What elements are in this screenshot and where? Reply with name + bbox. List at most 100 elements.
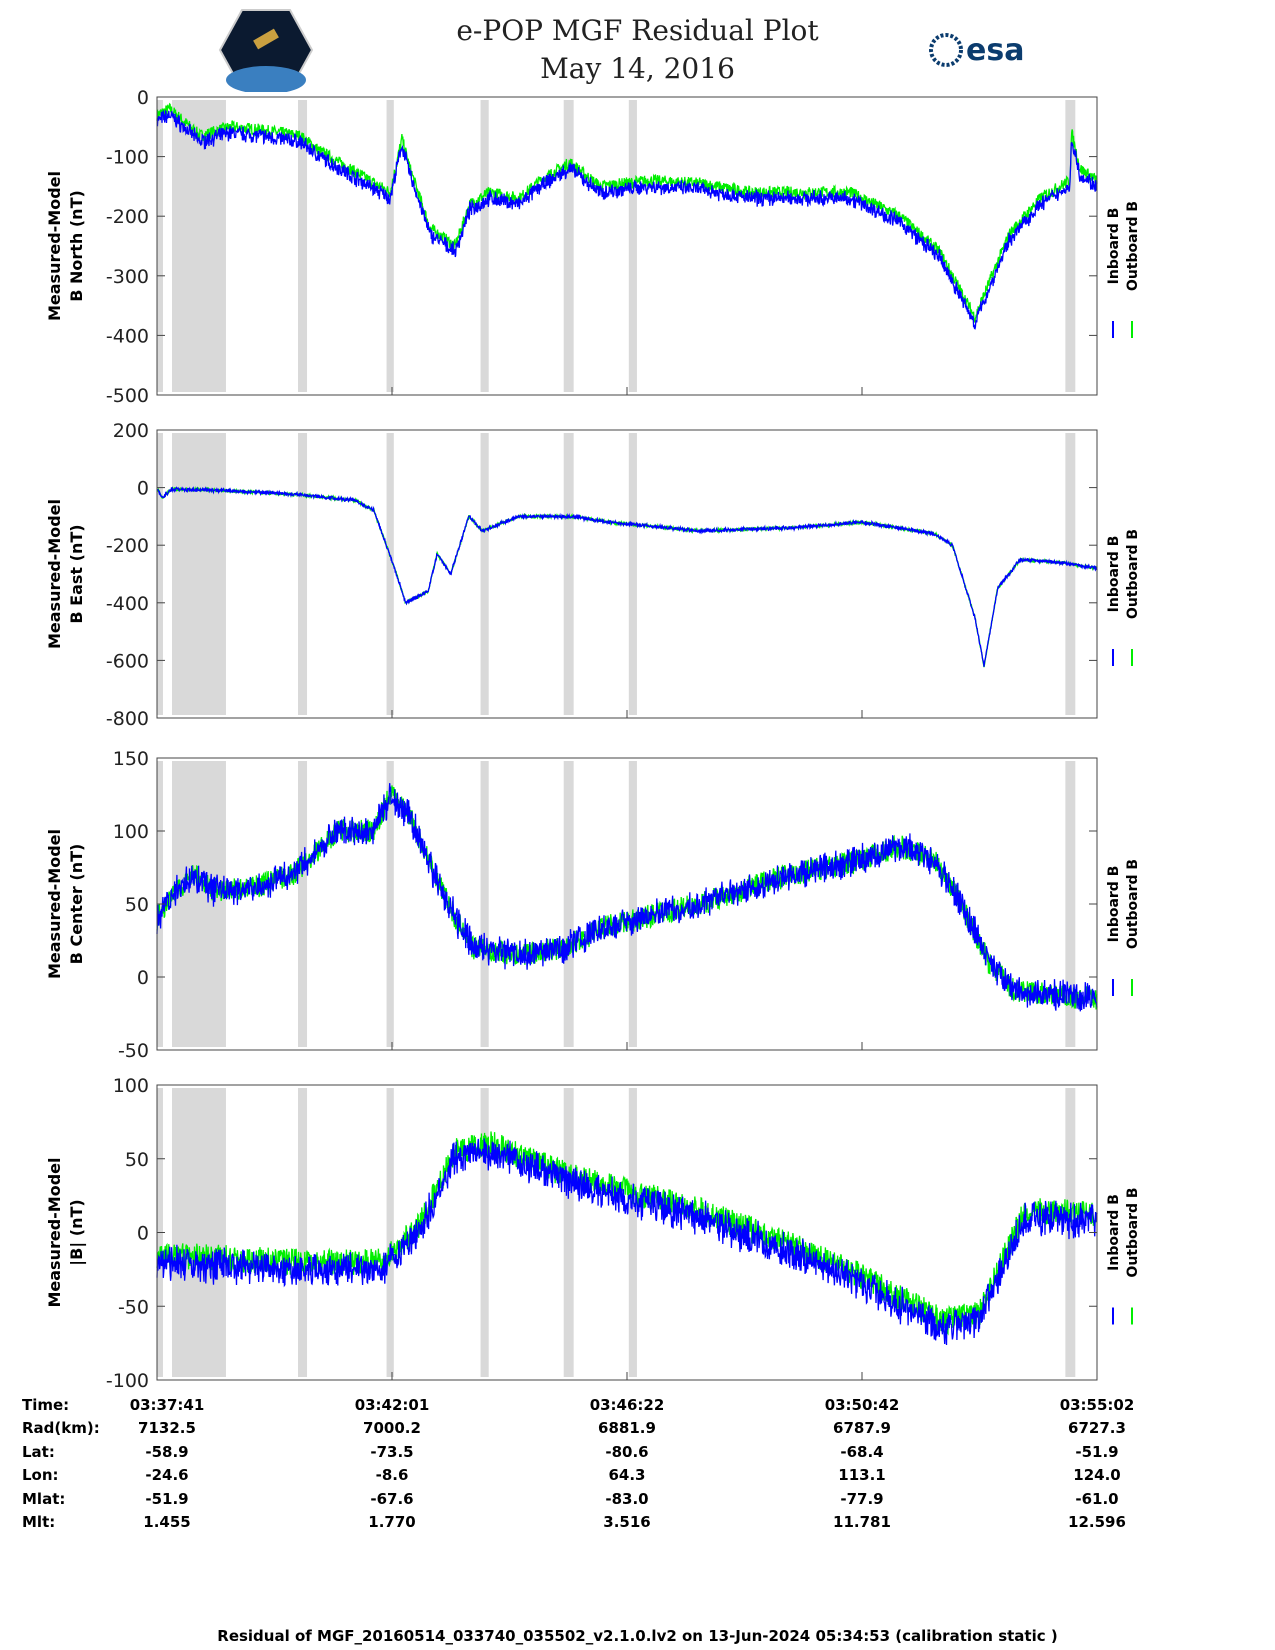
legend-label-outboard: Outboard B	[1125, 1187, 1141, 1277]
table-cell: 03:50:42	[824, 1396, 900, 1414]
y-axis-label: Measured-Model	[45, 829, 64, 979]
data-gap-band	[1065, 100, 1076, 392]
y-tick-label: 50	[125, 894, 149, 916]
y-tick-label: 50	[125, 1149, 149, 1171]
y-tick-label: 200	[113, 420, 149, 442]
legend-label-outboard: Outboard B	[1125, 529, 1141, 619]
data-gap-band	[480, 433, 489, 715]
series-line-inboard	[156, 486, 1098, 667]
data-gap-band	[1065, 761, 1076, 1047]
table-cell: -77.9	[840, 1489, 884, 1508]
data-gap-band	[563, 761, 574, 1047]
y-tick-label: 100	[113, 1075, 149, 1097]
legend-label-inboard: Inboard B	[1106, 1194, 1122, 1271]
table-cell: -51.9	[1075, 1442, 1119, 1461]
data-gap-band	[157, 100, 163, 392]
epop-logo	[218, 9, 314, 92]
table-cell: 03:42:01	[354, 1396, 430, 1414]
table-row-label: Lat:	[22, 1442, 55, 1461]
data-gap-band	[480, 761, 489, 1047]
table-cell: -24.6	[145, 1466, 189, 1485]
table-cell: 03:46:22	[589, 1396, 665, 1414]
table-row-label: Lon:	[22, 1466, 59, 1485]
data-gap-band	[298, 1088, 308, 1377]
data-gap-band	[386, 433, 394, 715]
table-cell: 6881.9	[598, 1419, 656, 1438]
table-row-label: Mlat:	[22, 1489, 66, 1508]
chart-date: May 14, 2016	[540, 52, 735, 85]
y-tick-label: 100	[113, 821, 149, 843]
y-axis-label: Measured-Model	[45, 499, 64, 649]
esa-swirl-icon	[929, 33, 963, 67]
data-gap-band	[628, 433, 637, 715]
y-tick-label: 0	[137, 1223, 149, 1245]
table-cell: 1.455	[143, 1513, 191, 1531]
data-gap-band	[563, 433, 574, 715]
table-cell: -73.5	[370, 1442, 414, 1461]
table-cell: -80.6	[605, 1442, 649, 1461]
chart-title: e-POP MGF Residual Plot	[456, 14, 819, 47]
data-gap-band	[480, 1088, 489, 1377]
table-cell: -51.9	[145, 1489, 189, 1508]
data-gap-band	[386, 1088, 394, 1377]
table-row-label: Time:	[22, 1396, 70, 1414]
data-gap-band	[298, 100, 308, 392]
series-line-inboard	[156, 1138, 1098, 1346]
y-tick-label: -500	[106, 385, 149, 407]
y-tick-label: 0	[137, 967, 149, 989]
data-gap-band	[628, 1088, 637, 1377]
series-line-inboard	[156, 783, 1098, 1012]
y-tick-label: 0	[137, 87, 149, 109]
table-cell: 12.596	[1068, 1513, 1126, 1531]
y-tick-label: -200	[106, 206, 149, 228]
table-cell: -67.6	[370, 1489, 414, 1508]
table-cell: -83.0	[605, 1489, 649, 1508]
y-tick-label: -100	[106, 147, 149, 169]
y-tick-label: 0	[137, 478, 149, 500]
y-tick-label: -800	[106, 708, 149, 730]
data-gap-band	[386, 761, 394, 1047]
table-cell: 6787.9	[833, 1419, 891, 1438]
data-gap-band	[1065, 433, 1076, 715]
data-gap-band	[172, 433, 226, 715]
data-gap-band	[386, 100, 394, 392]
legend-label-inboard: Inboard B	[1106, 208, 1122, 285]
y-tick-label: -100	[106, 1370, 149, 1392]
table-cell: -61.0	[1075, 1489, 1119, 1508]
data-gap-band	[172, 1088, 226, 1377]
esa-logo: esa	[928, 32, 1024, 68]
table-cell: -58.9	[145, 1442, 189, 1461]
table-cell: 7132.5	[138, 1419, 196, 1438]
table-cell: 6727.3	[1068, 1419, 1126, 1438]
y-axis-label: |B| (nT)	[67, 1199, 87, 1265]
y-axis-label: Measured-Model	[45, 1157, 64, 1307]
table-cell: 124.0	[1073, 1466, 1121, 1485]
data-gap-band	[563, 1088, 574, 1377]
y-tick-label: -400	[106, 593, 149, 615]
y-tick-label: -400	[106, 325, 149, 347]
data-gap-band	[298, 433, 308, 715]
y-axis-label: B North (nT)	[67, 190, 86, 302]
data-gap-band	[1065, 1088, 1076, 1377]
legend-label-outboard: Outboard B	[1125, 859, 1141, 949]
table-cell: 64.3	[608, 1466, 646, 1485]
footer-caption: Residual of MGF_20160514_033740_035502_v…	[217, 1627, 1058, 1645]
data-gap-band	[298, 761, 308, 1047]
table-cell: 03:37:41	[129, 1396, 205, 1414]
table-cell: 113.1	[838, 1466, 886, 1485]
data-gap-band	[628, 761, 637, 1047]
legend-label-inboard: Inboard B	[1106, 866, 1122, 943]
legend-label-outboard: Outboard B	[1125, 201, 1141, 291]
table-cell: 7000.2	[363, 1419, 421, 1438]
data-gap-band	[157, 433, 163, 715]
data-gap-band	[628, 100, 637, 392]
table-cell: 1.770	[368, 1513, 416, 1531]
y-tick-label: -50	[118, 1040, 149, 1062]
y-axis-label: B Center (nT)	[67, 844, 86, 965]
table-cell: 11.781	[833, 1513, 891, 1531]
table-cell: 03:55:02	[1059, 1396, 1135, 1414]
table-cell: -8.6	[375, 1466, 409, 1485]
y-tick-label: -300	[106, 266, 149, 288]
